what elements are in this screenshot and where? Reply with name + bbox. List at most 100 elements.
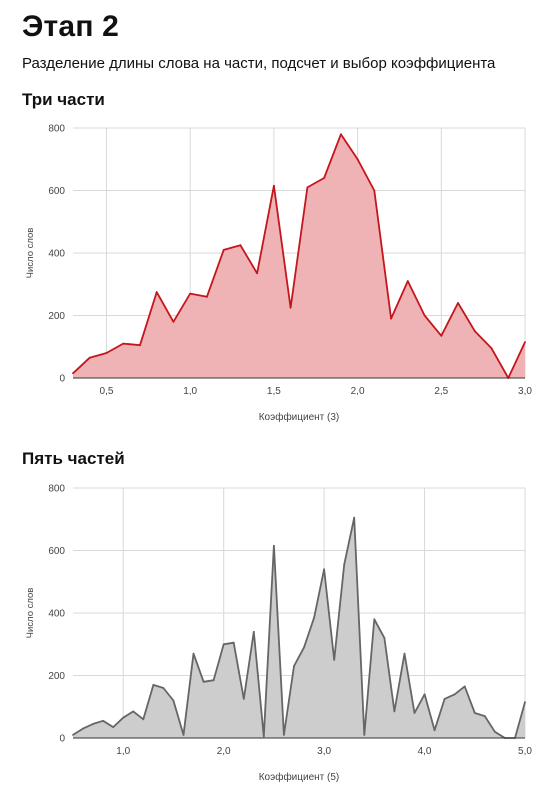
- data-point: [232, 641, 235, 644]
- y-tick-label: 800: [48, 124, 65, 135]
- data-point: [443, 698, 446, 700]
- page-subtitle: Разделение длины слова на части, подсчет…: [22, 55, 496, 72]
- x-axis-label: Коэффициент (3): [259, 411, 340, 423]
- y-tick-label: 400: [48, 249, 65, 260]
- y-tick-label: 200: [48, 311, 65, 322]
- data-point: [289, 306, 292, 309]
- data-point: [206, 295, 208, 298]
- chart-title-five-parts: Пять частей: [22, 449, 125, 468]
- data-point: [252, 630, 255, 633]
- data-point: [155, 291, 158, 293]
- data-point: [182, 734, 185, 736]
- data-point: [453, 693, 456, 696]
- data-point: [473, 712, 476, 714]
- y-tick-label: 0: [59, 374, 65, 385]
- data-point: [373, 618, 376, 621]
- x-tick-label: 5,0: [518, 746, 532, 757]
- data-point: [102, 719, 104, 722]
- data-point: [222, 249, 225, 251]
- data-point: [440, 334, 443, 337]
- data-point: [273, 544, 275, 547]
- data-point: [463, 685, 466, 688]
- data-point: [112, 726, 115, 728]
- data-point: [323, 177, 325, 179]
- data-point: [353, 516, 356, 519]
- data-point: [383, 637, 386, 639]
- data-point: [212, 679, 215, 682]
- data-point: [189, 292, 192, 295]
- data-point: [393, 710, 396, 713]
- three-parts-area-chart: 0 200 400 600 800 0,5 1,0 1,5 2,0 2,5 3,0 Коэффицие…: [25, 124, 532, 424]
- data-point: [283, 734, 285, 736]
- data-point: [139, 344, 141, 347]
- data-point: [242, 698, 245, 700]
- data-point: [273, 184, 275, 187]
- data-point: [333, 659, 336, 661]
- data-point: [323, 568, 325, 571]
- x-tick-label: 2,5: [434, 386, 448, 397]
- y-tick-label: 600: [48, 546, 65, 557]
- x-tick-label: 4,0: [418, 746, 432, 757]
- series-area: [73, 517, 525, 738]
- data-point: [413, 712, 416, 714]
- data-point: [303, 646, 305, 649]
- data-point: [202, 680, 205, 683]
- y-tick-label: 0: [59, 734, 65, 745]
- page-title: Этап 2: [22, 10, 120, 43]
- data-point: [524, 701, 526, 703]
- data-points: [72, 516, 526, 739]
- x-tick-label: 1,5: [267, 386, 281, 397]
- x-axis-label: Коэффициент (5): [259, 771, 340, 783]
- x-tick-label: 2,0: [217, 746, 231, 757]
- data-point: [490, 347, 493, 350]
- data-point: [457, 302, 459, 304]
- y-tick-label: 400: [48, 609, 65, 620]
- data-point: [433, 729, 436, 732]
- x-tick-label: 3,0: [518, 386, 532, 397]
- data-point: [152, 684, 155, 686]
- data-point: [423, 314, 426, 317]
- x-tick-label: 3,0: [317, 746, 331, 757]
- data-point: [483, 715, 486, 717]
- series-area: [73, 134, 525, 378]
- data-point: [122, 342, 125, 345]
- data-point: [343, 563, 346, 566]
- data-point: [172, 699, 175, 702]
- data-point: [82, 727, 84, 730]
- data-point: [256, 272, 258, 275]
- data-point: [192, 652, 195, 655]
- data-point: [172, 320, 175, 323]
- x-tick-label: 1,0: [183, 386, 197, 397]
- data-point: [473, 330, 476, 332]
- data-point: [373, 189, 376, 192]
- y-axis-label: Число слов: [25, 228, 36, 279]
- y-tick-label: 800: [48, 484, 65, 495]
- x-tick-label: 0,5: [100, 386, 114, 397]
- data-point: [162, 687, 165, 689]
- y-axis-label: Число слов: [25, 588, 36, 639]
- data-point: [494, 730, 496, 733]
- data-point: [524, 341, 526, 343]
- data-point: [239, 244, 242, 247]
- data-point: [406, 280, 409, 282]
- data-point: [363, 734, 366, 736]
- five-parts-area-chart: 0 200 400 600 800 1,0 2,0 3,0 4,0 5,0 Коэффициент …: [25, 484, 532, 784]
- data-point: [293, 665, 295, 667]
- y-tick-label: 600: [48, 186, 65, 197]
- series-line: [72, 133, 526, 379]
- data-points: [72, 133, 526, 379]
- data-point: [105, 352, 108, 354]
- data-point: [403, 652, 406, 655]
- data-point: [132, 710, 135, 713]
- data-point: [122, 716, 125, 719]
- data-point: [340, 133, 342, 136]
- data-point: [88, 356, 91, 359]
- data-point: [313, 616, 315, 619]
- x-tick-label: 1,0: [116, 746, 130, 757]
- x-tick-label: 2,0: [351, 386, 365, 397]
- data-point: [92, 723, 94, 725]
- data-point: [222, 643, 225, 646]
- data-point: [390, 317, 392, 320]
- data-point: [262, 735, 265, 738]
- chart-title-three-parts: Три части: [22, 90, 105, 109]
